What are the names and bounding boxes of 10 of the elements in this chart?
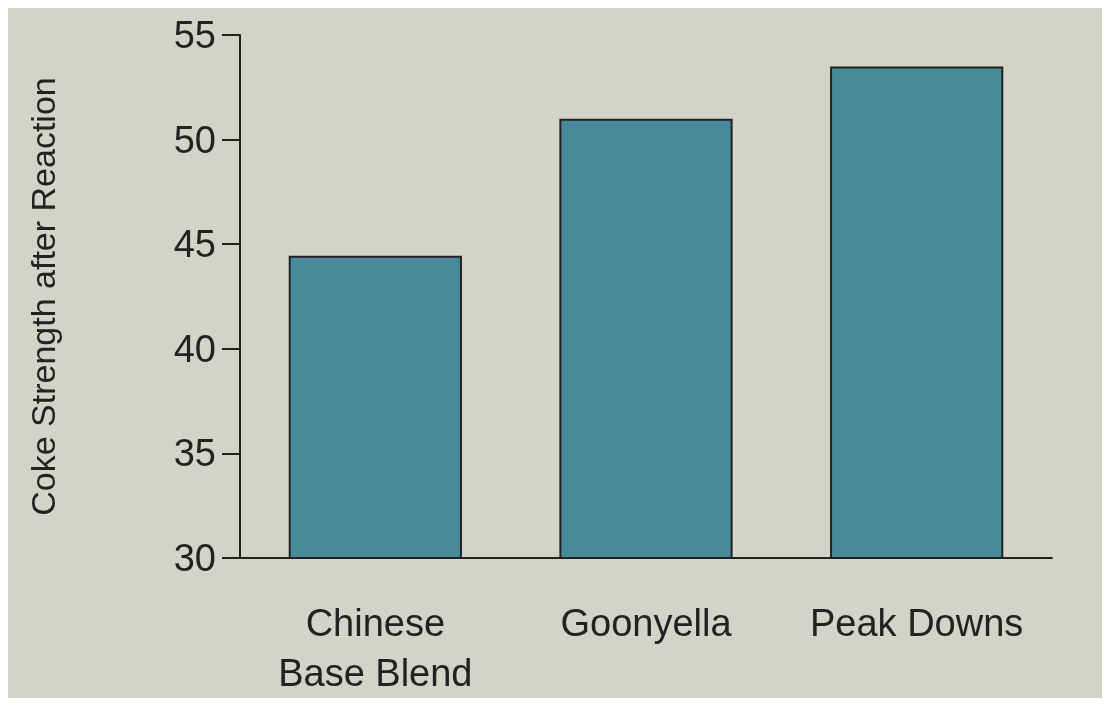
y-tick-label: 55 <box>173 14 216 56</box>
y-tick-label: 30 <box>173 537 216 579</box>
x-tick-label: Peak Downs <box>810 602 1024 644</box>
x-tick-label: Chinese Base Blend <box>278 602 473 694</box>
y-tick-label: 40 <box>173 327 216 370</box>
x-tick-label: Goonyella <box>560 602 733 644</box>
y-tick-label: 50 <box>173 118 216 161</box>
y-tick-label: 45 <box>173 223 216 266</box>
y-axis-title: Coke Strength after Reaction <box>24 77 62 516</box>
y-tick-label: 35 <box>173 432 216 475</box>
